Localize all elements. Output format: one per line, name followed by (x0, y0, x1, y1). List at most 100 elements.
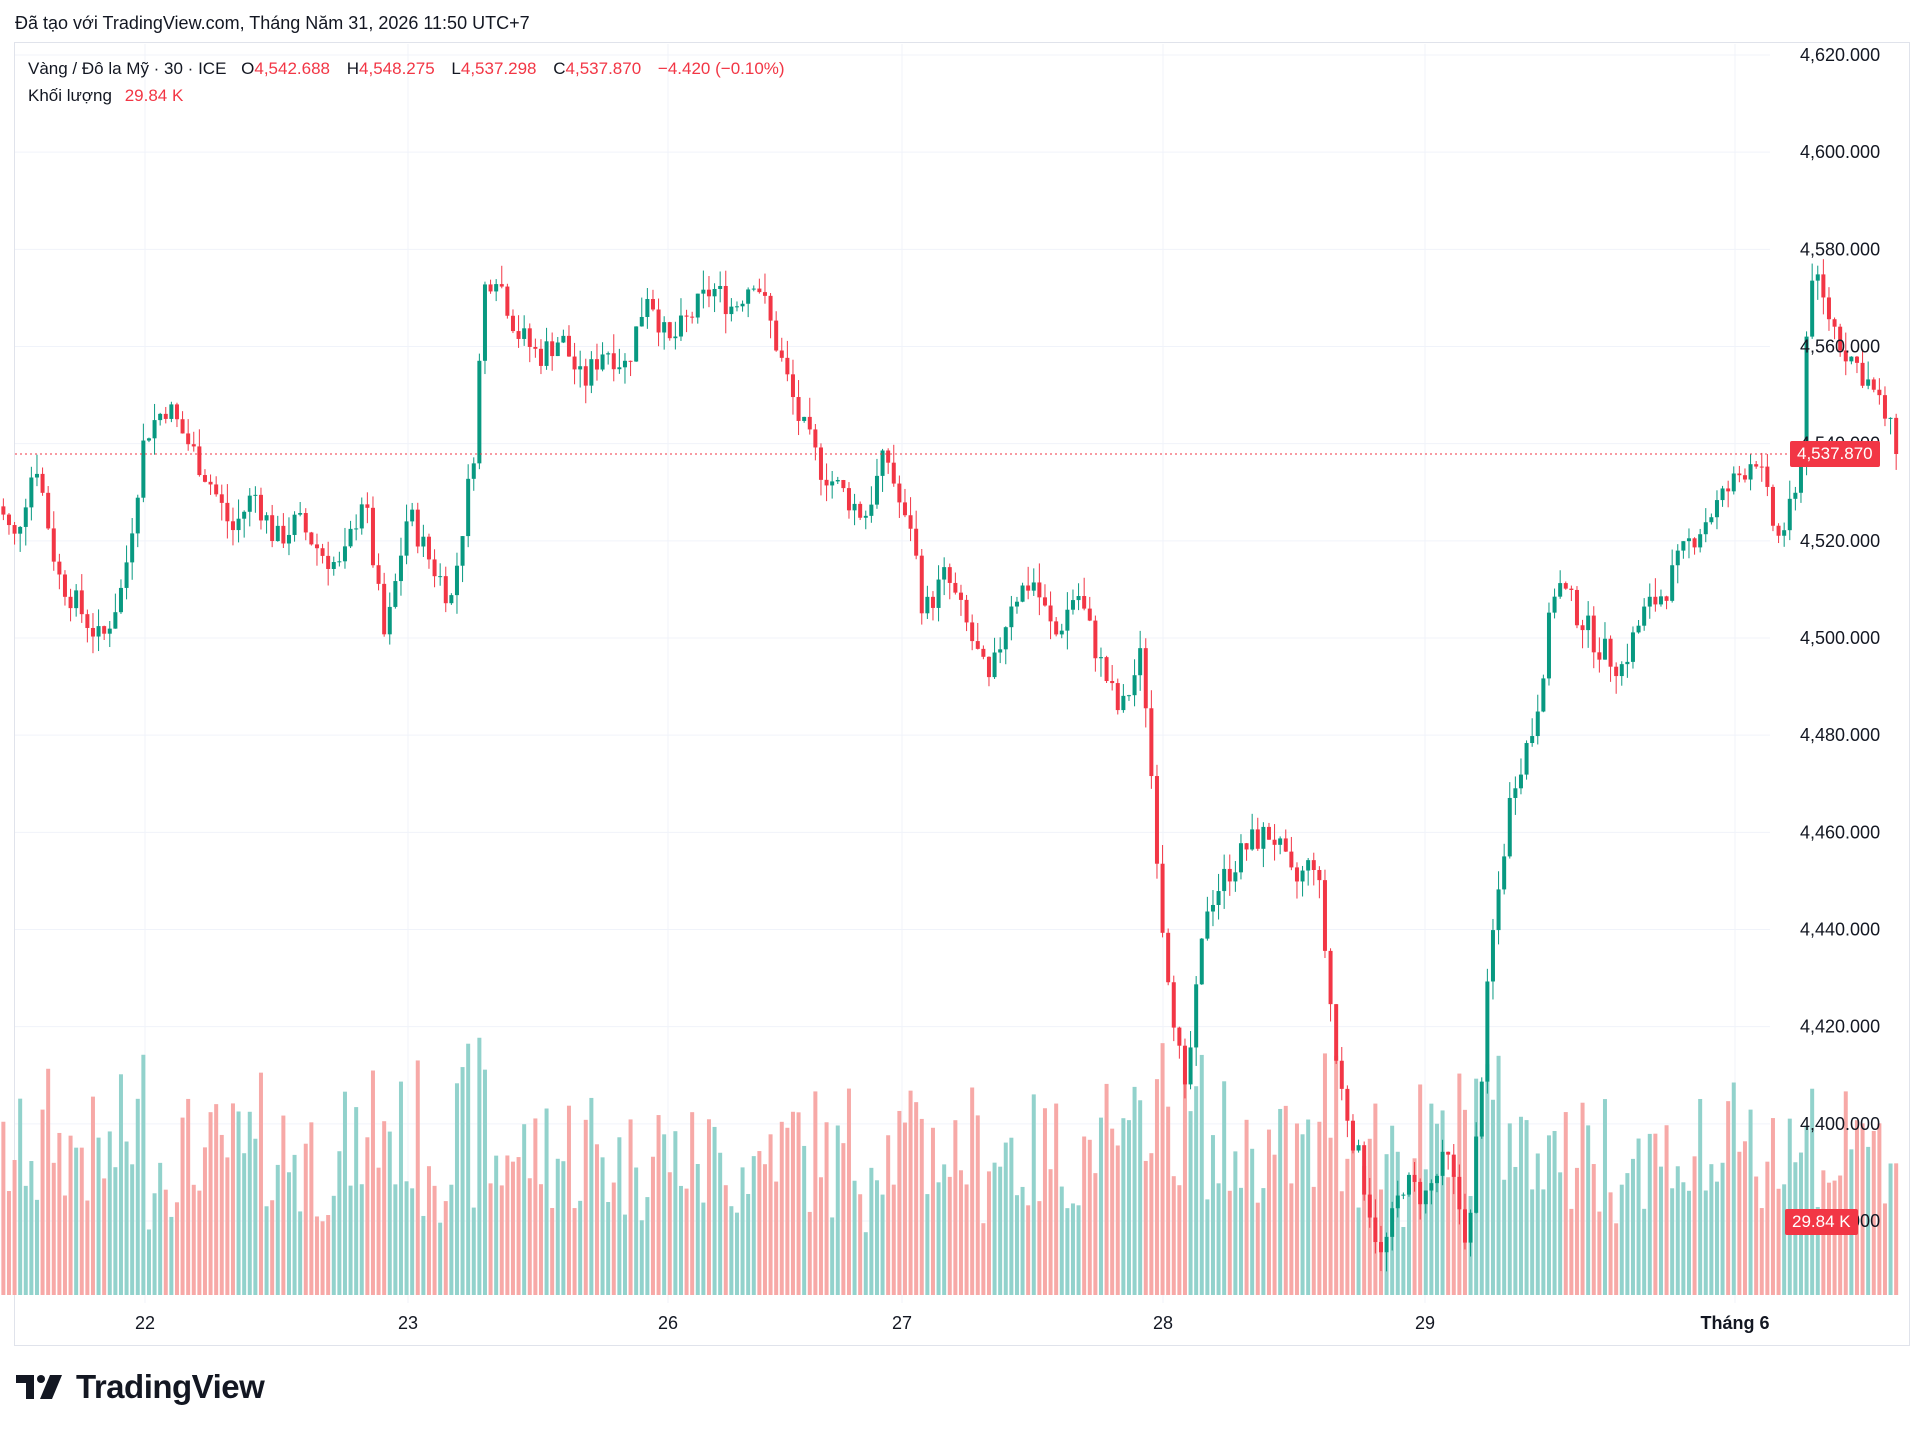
candle-body (135, 497, 140, 534)
candle-body (1490, 930, 1495, 982)
volume-bar (1826, 1182, 1831, 1295)
candle-body (40, 473, 45, 493)
volume-bar (1210, 1135, 1215, 1295)
volume-bar (813, 1091, 818, 1295)
volume-bar (298, 1211, 303, 1295)
candle-body (482, 284, 487, 361)
volume-bar (930, 1127, 935, 1295)
volume-bar (751, 1156, 756, 1295)
candle-body (818, 447, 823, 480)
volume-bar (292, 1154, 297, 1295)
candle-body (1143, 648, 1148, 709)
volume-bar (1261, 1188, 1266, 1295)
candle-body (1569, 588, 1574, 590)
volume-bar (85, 1200, 90, 1295)
volume-bar (1037, 1201, 1042, 1295)
candle-body (488, 284, 493, 292)
candle-body (533, 346, 538, 349)
volume-bar (1614, 1223, 1619, 1295)
volume-bar (337, 1151, 342, 1295)
volume-bar (1854, 1120, 1859, 1295)
volume-bar (555, 1158, 560, 1295)
volume-bar (1166, 1106, 1171, 1295)
chart-frame[interactable] (14, 42, 1910, 1346)
candle-body (1384, 1236, 1389, 1253)
candle-body (275, 525, 280, 542)
candle-body (914, 528, 919, 556)
candle-body (1350, 1120, 1355, 1151)
candle-body (617, 367, 622, 370)
volume-bar (1406, 1183, 1411, 1295)
candle-body (214, 484, 219, 495)
volume-bar (807, 1211, 812, 1295)
candle-body (1177, 1027, 1182, 1046)
tradingview-brand[interactable]: TradingView (16, 1367, 265, 1407)
volume-bar (986, 1171, 991, 1295)
volume-bar (1647, 1133, 1652, 1295)
candle-body (320, 548, 325, 556)
volume-bar (477, 1037, 482, 1295)
low-value: 4,537.298 (460, 59, 537, 78)
candle-body (684, 315, 689, 317)
volume-bar (118, 1074, 123, 1295)
volume-bar (785, 1127, 790, 1295)
low-key: L (451, 59, 461, 78)
volume-bar (1322, 1053, 1327, 1295)
candle-body (1378, 1242, 1383, 1253)
volume-bar (740, 1167, 745, 1295)
volume-bar (1490, 1099, 1495, 1295)
candle-body (34, 473, 39, 478)
candle-body (1541, 678, 1546, 712)
candle-body (1238, 843, 1243, 873)
candle-body (656, 309, 661, 333)
high-key: H (346, 59, 360, 78)
volume-bar (774, 1181, 779, 1295)
volume-bar (23, 1185, 28, 1295)
candle-body (1793, 492, 1798, 499)
candle-body (1479, 1081, 1484, 1137)
volume-bar (1121, 1118, 1126, 1295)
price-tick-label: 4,600.000 (1800, 142, 1880, 162)
candle-body (197, 446, 202, 476)
volume-bar (1093, 1173, 1098, 1295)
candle-body (326, 555, 331, 569)
volume-bar (74, 1147, 79, 1295)
candle-body (796, 397, 801, 421)
volume-bar (186, 1098, 191, 1295)
volume-bar (858, 1194, 863, 1295)
candle-body (1709, 517, 1714, 523)
volume-bar (1115, 1145, 1120, 1295)
volume-bar (572, 1208, 577, 1295)
volume-bar (998, 1166, 1003, 1295)
candle-body (376, 565, 381, 584)
volume-bar (432, 1185, 437, 1295)
candle-body (1726, 488, 1731, 492)
candle-body (970, 622, 975, 642)
candle-body (1838, 326, 1843, 351)
volume-bar (1138, 1100, 1143, 1295)
volume-bar (152, 1193, 157, 1295)
volume-bar (527, 1178, 532, 1295)
volume-bar (796, 1112, 801, 1295)
volume-bar (1681, 1182, 1686, 1295)
candle-body (1373, 1217, 1378, 1243)
candle-body (1138, 648, 1143, 676)
volume-bar (1625, 1173, 1630, 1295)
price-tick-label: 4,620.000 (1800, 45, 1880, 65)
volume-bar (1530, 1189, 1535, 1295)
volume-bar (589, 1097, 594, 1295)
price-tick-label: 4,480.000 (1800, 725, 1880, 745)
candle-body (706, 289, 711, 297)
candle-body (1798, 465, 1803, 493)
candle-body (130, 533, 135, 563)
volume-bar (942, 1164, 947, 1295)
volume-bar (1535, 1153, 1540, 1295)
candle-body (768, 295, 773, 321)
volume-bar (303, 1143, 308, 1295)
volume-bar (712, 1126, 717, 1295)
volume-bar (628, 1119, 633, 1295)
candle-body (1670, 565, 1675, 601)
volume-bar (1619, 1184, 1624, 1295)
volume-bar (404, 1181, 409, 1295)
